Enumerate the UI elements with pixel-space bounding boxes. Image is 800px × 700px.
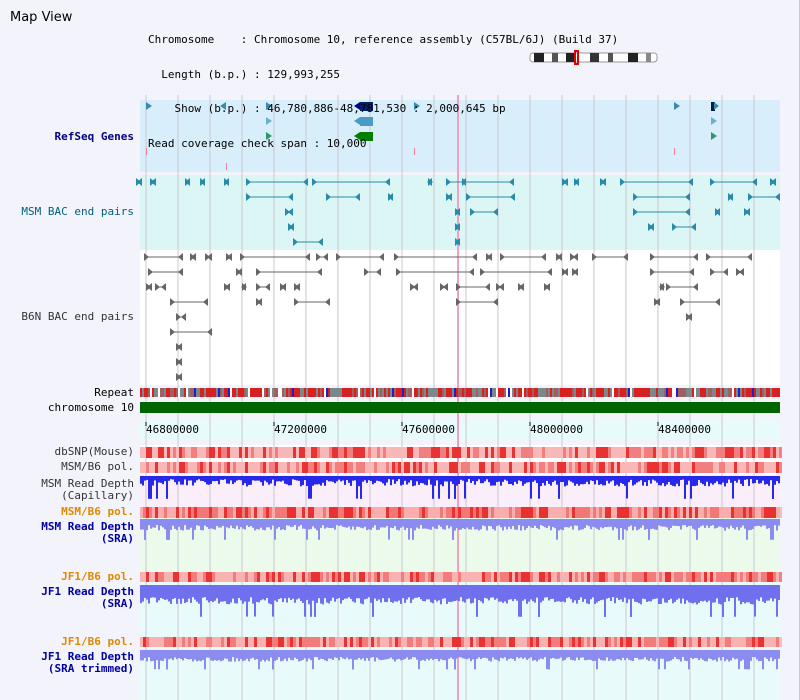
track-label-jf1-depth-sra-1[interactable]: JF1 Read Depth xyxy=(41,585,134,598)
axis-tick-label: 48400000 xyxy=(658,423,711,436)
track-label-chromosome[interactable]: chromosome 10 xyxy=(47,401,134,414)
chromosome-ideogram[interactable] xyxy=(529,50,658,65)
map-view-title: Map View xyxy=(10,10,73,25)
jf1-trim-bg xyxy=(140,637,780,700)
info-show-range: Show (b.p.) : 46,780,886-48,781,530 : 2,… xyxy=(148,102,506,115)
track-label-msm-depth-cap-2: (Capillary) xyxy=(61,489,134,502)
track-label-msm-depth-sra-2: (SRA) xyxy=(100,532,134,545)
track-label-refseq[interactable]: RefSeq Genes xyxy=(54,130,134,143)
axis-tick-marks xyxy=(145,422,659,426)
track-label-dbsnp[interactable]: dbSNP(Mouse) xyxy=(54,445,134,458)
track-label-msm-depth-cap-1[interactable]: MSM Read Depth xyxy=(41,477,134,490)
axis-bg xyxy=(140,420,780,440)
track-label-msm-depth-sra-1[interactable]: MSM Read Depth xyxy=(41,520,134,533)
axis-tick-label: 48000000 xyxy=(530,423,583,436)
track-label-repeat[interactable]: Repeat xyxy=(94,386,134,399)
track-label-jf1-depth-sra-2: (SRA) xyxy=(100,597,134,610)
axis-tick-label: 47600000 xyxy=(402,423,455,436)
msm-pol-heat-bar-1[interactable] xyxy=(140,462,782,473)
info-length: Length (b.p.) : 129,993,255 xyxy=(148,67,341,81)
msm-bac-end-pairs[interactable] xyxy=(136,178,780,246)
axis-tick-label: 46800000 xyxy=(146,423,199,436)
info-coverage-span: Read coverage check span : 10,000 xyxy=(148,136,367,150)
msm-depth-sra-histogram[interactable] xyxy=(140,519,780,540)
axis-tick-label: 47200000 xyxy=(274,423,327,436)
track-label-jf1-pol-2[interactable]: JF1/B6 pol. xyxy=(61,635,134,648)
b6n-bac-end-pairs[interactable] xyxy=(144,253,752,381)
track-label-msm-pol-2[interactable]: MSM/B6 pol. xyxy=(61,505,134,518)
chromosome-bar[interactable] xyxy=(140,402,780,413)
jf1-depth-trim-histogram[interactable] xyxy=(140,650,780,670)
msm-pol-heat-bar-2[interactable] xyxy=(140,507,782,518)
chromosome-info: Chromosome : Chromosome 10, reference as… xyxy=(148,11,618,172)
track-label-b6n-bac[interactable]: B6N BAC end pairs xyxy=(21,310,134,323)
repeat-track-bar[interactable] xyxy=(140,388,780,397)
refseq-track-bg xyxy=(140,100,780,172)
jf1-pol-heat-bar-1[interactable] xyxy=(140,572,782,582)
info-chromosome: Chromosome : Chromosome 10, reference as… xyxy=(148,33,619,46)
track-label-jf1-depth-trim-2: (SRA trimmed) xyxy=(47,662,134,675)
jf1-pol-heat-bar-2[interactable] xyxy=(140,637,782,647)
track-label-jf1-depth-trim-1[interactable]: JF1 Read Depth xyxy=(41,650,134,663)
dbsnp-heat-bar[interactable] xyxy=(140,447,782,458)
refseq-genes[interactable] xyxy=(146,102,719,170)
jf1-depth-sra-histogram[interactable] xyxy=(140,585,780,617)
track-label-msm-pol-1[interactable]: MSM/B6 pol. xyxy=(61,460,134,473)
msm-depth-capillary-histogram[interactable] xyxy=(140,476,780,499)
track-label-jf1-pol-1[interactable]: JF1/B6 pol. xyxy=(61,570,134,583)
track-label-msm-bac[interactable]: MSM BAC end pairs xyxy=(21,205,134,218)
